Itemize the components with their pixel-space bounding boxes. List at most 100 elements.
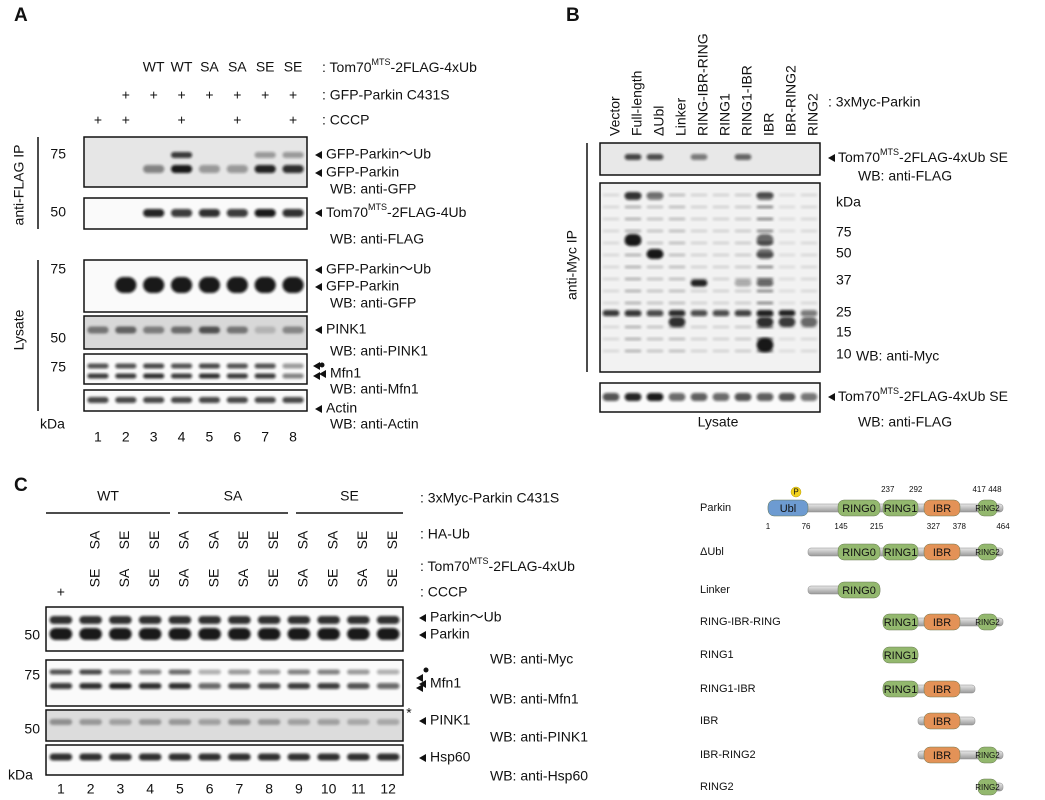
band [712, 265, 730, 269]
domain [837, 581, 881, 599]
band [602, 393, 620, 401]
band [756, 265, 774, 269]
band [624, 277, 642, 281]
band [602, 289, 620, 293]
band [646, 301, 664, 305]
lane-number: 12 [380, 781, 396, 797]
construct-name: Linker [700, 584, 730, 596]
band [376, 628, 400, 640]
band [712, 193, 730, 197]
band [115, 373, 137, 379]
band [287, 669, 311, 675]
band-marker-dot [423, 667, 429, 673]
band-label: GFP-Parkin～Ub [326, 261, 431, 277]
band [756, 279, 774, 287]
domain-label: IBR [933, 617, 951, 629]
band [138, 753, 162, 761]
domain-label: Ubl [780, 503, 797, 515]
lane-condition: + [233, 87, 241, 103]
band [138, 669, 162, 675]
band [734, 279, 752, 287]
band [198, 753, 221, 761]
band [87, 397, 109, 403]
band [690, 349, 708, 353]
band [712, 205, 730, 209]
lane-label: IBR-RING2 [783, 65, 799, 136]
domain-label: RING2 [975, 618, 1000, 627]
band [109, 669, 132, 675]
kda-label: kDa [40, 416, 65, 432]
text-part: -2FLAG-4Ub [387, 204, 467, 220]
band [170, 373, 193, 379]
band [800, 229, 818, 233]
lane-condition: + [57, 584, 65, 600]
band [602, 241, 620, 245]
domain-label: IBR [933, 716, 951, 728]
lane-condition: + [122, 87, 130, 103]
antibody-label: WB: anti-FLAG [858, 168, 952, 184]
band [115, 326, 137, 334]
text-part: Tom70 [326, 204, 368, 220]
lane-condition: SE [354, 531, 370, 550]
band [624, 205, 642, 209]
band [347, 616, 370, 624]
band [800, 349, 818, 353]
band [646, 249, 664, 259]
band [79, 628, 102, 640]
band [198, 683, 221, 689]
band-label: GFP-Parkin [326, 164, 399, 180]
band [198, 628, 221, 640]
band [115, 363, 137, 369]
band [198, 397, 221, 403]
residue-number: 215 [870, 522, 884, 531]
band [347, 669, 370, 675]
band [646, 349, 664, 353]
band [143, 326, 165, 334]
lane-label: Full-length [629, 71, 645, 136]
band [712, 310, 730, 316]
group-label: SA [224, 488, 243, 504]
band [198, 326, 221, 334]
residue-number: 448 [988, 485, 1002, 494]
domain [923, 543, 961, 561]
band [226, 326, 248, 334]
band [109, 616, 132, 624]
antibody-label: WB: anti-GFP [330, 295, 416, 311]
band-label: Mfn1 [430, 675, 461, 691]
band [734, 205, 752, 209]
band-label: Tom70MTS-2FLAG-4xUb SE [838, 147, 1008, 164]
domain-label: RING0 [842, 547, 876, 559]
band [800, 337, 818, 341]
band [143, 373, 165, 379]
band [624, 310, 642, 316]
arrowhead [828, 154, 835, 162]
domain-label: RING1 [884, 503, 918, 515]
band [115, 277, 137, 293]
domain [837, 499, 881, 517]
band [138, 628, 162, 640]
lane-number: 7 [261, 429, 269, 445]
band [228, 753, 251, 761]
band [87, 363, 109, 369]
lane-condition: SA [295, 568, 311, 587]
antibody-label: WB: anti-Actin [330, 416, 419, 432]
band [49, 719, 73, 725]
band [712, 289, 730, 293]
band [282, 326, 304, 334]
band [734, 349, 752, 353]
lane-label: IBR [761, 113, 777, 136]
lane-condition: SE [146, 531, 162, 550]
residue-number: 292 [909, 485, 923, 494]
lane-condition: + [94, 112, 102, 128]
band [756, 310, 774, 316]
lane-condition: + [233, 112, 241, 128]
lane-number: 11 [351, 781, 366, 797]
band-label: PINK1 [326, 321, 367, 337]
band [734, 217, 752, 221]
band [800, 301, 818, 305]
band [254, 277, 276, 293]
arrowhead [419, 631, 426, 639]
domain [767, 499, 809, 517]
band [198, 719, 221, 725]
